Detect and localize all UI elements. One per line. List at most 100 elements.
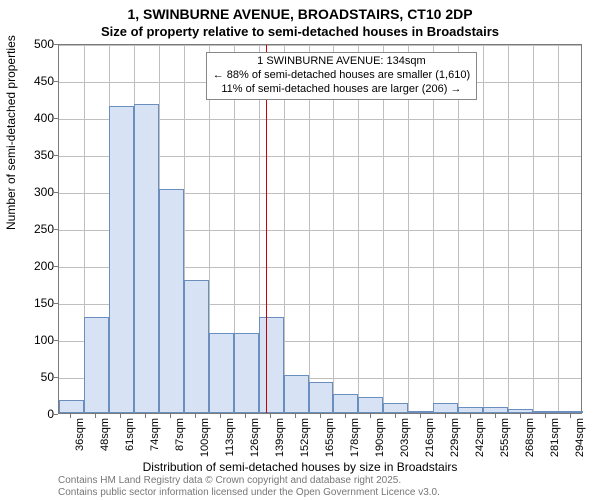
y-tick-mark [54,155,58,156]
gridline-vertical [508,45,509,413]
x-tick-label: 203sqm [399,418,411,468]
footer-line1: Contains HM Land Registry data © Crown c… [58,475,440,487]
y-tick-label: 450 [14,74,54,88]
x-tick-label: 61sqm [124,418,136,468]
x-tick-mark [95,414,96,418]
x-tick-mark [495,414,496,418]
x-tick-mark [445,414,446,418]
histogram-bar [159,189,184,413]
x-tick-label: 152sqm [299,418,311,468]
y-tick-label: 150 [14,296,54,310]
x-tick-label: 36sqm [74,418,86,468]
x-tick-mark [70,414,71,418]
histogram-bar [358,397,383,413]
y-tick-label: 100 [14,333,54,347]
histogram-bar [184,280,209,413]
histogram-bar [433,403,458,413]
x-tick-mark [170,414,171,418]
y-tick-label: 0 [14,407,54,421]
y-tick-label: 350 [14,148,54,162]
gridline-vertical [333,45,334,413]
x-tick-mark [420,414,421,418]
annotation-line1: 1 SWINBURNE AVENUE: 134sqm [213,55,470,69]
histogram-bar [234,333,259,413]
gridline-vertical [533,45,534,413]
x-tick-mark [320,414,321,418]
histogram-bar [483,407,508,413]
x-tick-label: 190sqm [374,418,386,468]
histogram-bar [84,317,109,413]
gridline-vertical [284,45,285,413]
y-tick-mark [54,414,58,415]
histogram-bar [309,382,334,413]
y-tick-label: 500 [14,37,54,51]
histogram-bar [209,333,234,413]
annotation-box: 1 SWINBURNE AVENUE: 134sqm← 88% of semi-… [206,52,477,99]
x-tick-label: 139sqm [274,418,286,468]
page-title-line1: 1, SWINBURNE AVENUE, BROADSTAIRS, CT10 2… [0,0,600,22]
y-axis-label: Number of semi-detached properties [4,35,18,230]
x-tick-mark [195,414,196,418]
histogram-bar [383,403,408,413]
x-tick-label: 100sqm [199,418,211,468]
histogram-bar [333,394,358,413]
y-tick-mark [54,340,58,341]
reference-marker-line [266,45,268,413]
footer-line2: Contains public sector information licen… [58,487,440,499]
annotation-line2: ← 88% of semi-detached houses are smalle… [213,69,470,83]
y-tick-mark [54,303,58,304]
x-tick-mark [145,414,146,418]
histogram-bar [259,317,284,413]
gridline-vertical [309,45,310,413]
histogram-bar [59,400,84,413]
gridline-vertical [408,45,409,413]
x-tick-label: 113sqm [224,418,236,468]
histogram-bar [458,407,483,413]
y-tick-mark [54,229,58,230]
y-tick-label: 50 [14,370,54,384]
histogram-bar [558,411,583,413]
x-tick-label: 294sqm [574,418,586,468]
histogram-bar [408,411,433,413]
x-tick-label: 126sqm [249,418,261,468]
y-tick-mark [54,377,58,378]
y-tick-mark [54,81,58,82]
chart-plot-area: 1 SWINBURNE AVENUE: 134sqm← 88% of semi-… [58,44,582,414]
x-tick-mark [370,414,371,418]
x-tick-mark [470,414,471,418]
x-tick-mark [270,414,271,418]
y-tick-label: 200 [14,259,54,273]
y-tick-mark [54,44,58,45]
x-tick-mark [345,414,346,418]
x-tick-mark [120,414,121,418]
histogram-bar [134,104,159,413]
x-tick-mark [520,414,521,418]
gridline-vertical [383,45,384,413]
annotation-line3: 11% of semi-detached houses are larger (… [213,83,470,97]
x-tick-mark [245,414,246,418]
x-tick-label: 87sqm [174,418,186,468]
histogram-bar [109,106,134,413]
y-tick-label: 250 [14,222,54,236]
histogram-bar [508,409,533,413]
x-tick-label: 242sqm [474,418,486,468]
y-tick-mark [54,192,58,193]
x-tick-label: 178sqm [349,418,361,468]
gridline-vertical [483,45,484,413]
x-tick-label: 229sqm [449,418,461,468]
x-tick-mark [295,414,296,418]
y-tick-mark [54,118,58,119]
x-tick-mark [395,414,396,418]
y-tick-label: 300 [14,185,54,199]
gridline-vertical [458,45,459,413]
x-tick-mark [220,414,221,418]
x-tick-mark [545,414,546,418]
footer-attribution: Contains HM Land Registry data © Crown c… [58,475,440,498]
gridline-vertical [558,45,559,413]
page-title-line2: Size of property relative to semi-detach… [0,22,600,39]
x-tick-label: 48sqm [99,418,111,468]
gridline-vertical [433,45,434,413]
gridline-horizontal [59,45,581,46]
x-tick-label: 281sqm [549,418,561,468]
x-tick-label: 268sqm [524,418,536,468]
